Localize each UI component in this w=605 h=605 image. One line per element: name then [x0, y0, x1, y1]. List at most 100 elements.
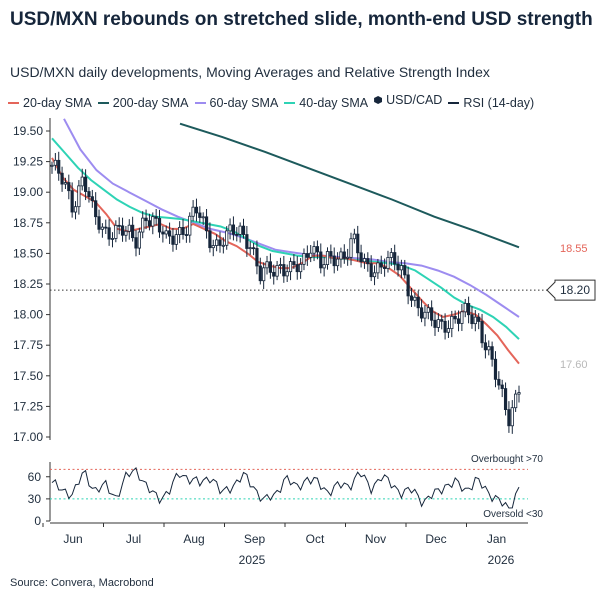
candle-body [319, 251, 323, 269]
legend-item-1: 200-day SMA [97, 96, 189, 110]
end-label: 17.60 [560, 359, 588, 371]
candle-body [141, 217, 145, 233]
candle-body [73, 206, 78, 213]
candle-body [463, 302, 467, 313]
candle-marker-icon [374, 96, 383, 104]
candle-body [235, 233, 239, 236]
candle-body [440, 319, 444, 322]
candle-body [144, 217, 148, 222]
candle-body [275, 265, 279, 277]
candle-body [151, 216, 155, 227]
price-y-tick-label: 18.75 [13, 216, 43, 230]
candle-body [467, 302, 471, 316]
candle-body [124, 230, 128, 236]
price-y-tick-label: 17.50 [13, 369, 43, 383]
chart-subtitle: USD/MXN daily developments, Moving Avera… [10, 64, 490, 80]
candle-body [178, 227, 182, 236]
candle-body [171, 235, 175, 245]
candle-body [167, 230, 172, 237]
candle-body [507, 409, 511, 427]
candle-body [339, 251, 343, 260]
candle-body [181, 227, 185, 235]
x-month-label: Aug [183, 532, 204, 546]
candle-body [312, 246, 316, 254]
candle-body [302, 253, 306, 265]
candle-body [456, 318, 461, 324]
candle-body [97, 216, 101, 230]
candle-body [396, 263, 400, 271]
candle-body [262, 267, 266, 282]
candle-body [413, 296, 417, 301]
legend-swatch [194, 102, 206, 104]
candle-body [487, 346, 491, 351]
candle-body [221, 244, 225, 247]
candle-body [241, 225, 246, 235]
candle-body [53, 159, 57, 166]
candle-body [372, 272, 377, 278]
candle-body [57, 159, 61, 174]
candle-body [376, 262, 380, 274]
candle-body [359, 252, 363, 263]
candle-body [70, 190, 74, 213]
candle-body [198, 212, 202, 218]
candle-body [67, 182, 71, 192]
candle-body [255, 248, 259, 267]
candle-body [231, 224, 236, 235]
overbought-label: Overbought >70 [471, 454, 543, 465]
candle-body [245, 234, 249, 249]
candle-body [60, 172, 64, 185]
candle-body [211, 245, 215, 249]
candle-body [288, 261, 293, 273]
candle-body [416, 296, 420, 309]
sma-200-line [179, 122, 520, 249]
candle-body [157, 217, 162, 233]
candle-body [215, 239, 219, 246]
candle-body [80, 176, 84, 187]
candle-body [285, 271, 289, 277]
legend-label: 200-day SMA [112, 96, 189, 110]
candle-body [188, 215, 192, 236]
candle-body [356, 233, 360, 254]
candle-body [406, 274, 410, 297]
candle-body [114, 224, 118, 239]
candle-body [194, 206, 199, 214]
x-month-label: Dec [425, 532, 446, 546]
x-month-label: Oct [306, 532, 325, 546]
candle-body [366, 258, 370, 265]
candle-body [383, 266, 387, 269]
legend-item-5: RSI (14-day) [448, 96, 534, 110]
candle-body [164, 230, 168, 235]
candle-body [460, 311, 464, 324]
candle-body [517, 392, 521, 395]
candle-body [272, 271, 276, 277]
candle-body [352, 233, 356, 240]
candle-body [470, 314, 474, 325]
candle-body [63, 182, 68, 185]
candle-body [443, 320, 447, 333]
sma-40-line [51, 137, 520, 340]
candle-body [251, 247, 256, 250]
oversold-label: Oversold <30 [483, 509, 543, 520]
candle-body [208, 230, 212, 249]
current-price-label: 18.20 [560, 283, 590, 297]
x-year-label: 2026 [488, 553, 515, 567]
legend-item-0: 20-day SMA [8, 96, 92, 110]
candle-body [77, 185, 81, 208]
candle-body [83, 176, 88, 192]
candle-body [453, 315, 457, 320]
legend-label: 40-day SMA [299, 96, 369, 110]
candle-body [473, 316, 477, 325]
candle-body [218, 239, 222, 246]
candle-body [510, 407, 514, 427]
candle-body [137, 231, 141, 249]
x-month-label: Nov [365, 532, 386, 546]
x-month-label: Jul [126, 532, 141, 546]
candle-body [174, 234, 178, 245]
legend-swatch [97, 102, 109, 104]
candle-body [184, 234, 188, 236]
candle-body [309, 252, 313, 258]
legend: 20-day SMA 200-day SMA 60-day SMA 40-day SM… [8, 93, 603, 110]
price-y-tick-label: 17.25 [13, 399, 43, 413]
x-year-label: 2025 [239, 553, 266, 567]
